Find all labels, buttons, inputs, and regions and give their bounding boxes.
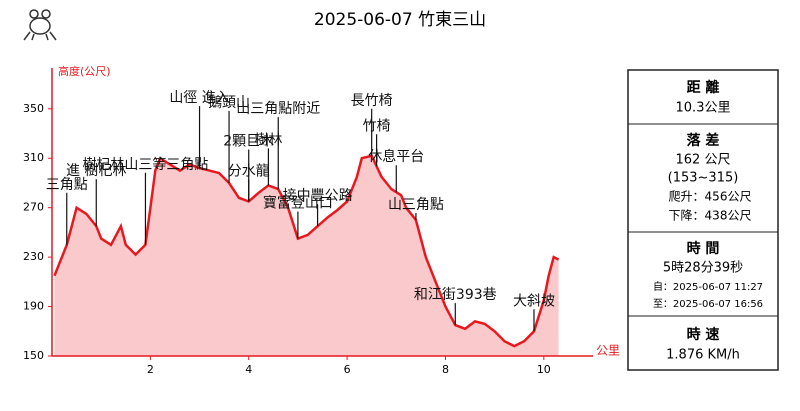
y-tick-label: 350 [23,102,44,115]
annotation: 接中豐公路 [283,187,353,204]
annotation: 山三角點 [388,197,444,213]
value: 自：2025-06-07 11:27 [653,280,763,293]
y-tick-label: 270 [23,201,44,214]
x-tick-label: 8 [442,363,449,376]
annotation: 進 樹杞林 [66,163,126,179]
y-axis-label: 高度(公尺) [58,64,111,78]
x-tick-label: 2 [147,363,154,376]
value: (153~315) [668,171,739,186]
elevation-area [54,155,559,356]
annotation: 竹椅 [363,118,391,134]
value: 1.876 KM/h [666,348,740,363]
y-tick-label: 150 [23,349,44,362]
y-tick-label: 190 [23,300,44,313]
annotation: 山三角點附近 [236,101,320,117]
annotation: 分水龍 [228,162,270,179]
label: 時 速 [687,326,720,343]
x-tick-label: 4 [245,363,252,376]
panel-border [627,69,779,371]
annotation: 鵝頭山 [208,95,250,111]
value: 5時28分39秒 [663,261,743,276]
annotation: 和江街393巷 [414,287,497,303]
annotation: 樹杞林山三等三角點 [82,156,208,173]
annotation: 三角點 [46,177,88,193]
annotation: 樹林 [254,132,282,148]
x-tick-label: 6 [344,363,351,376]
annotation: 長竹椅 [351,93,393,109]
x-tick-label: 10 [537,363,551,376]
x-axis-label: 公里 [596,344,620,358]
y-tick-label: 230 [23,250,44,263]
frog-icon [23,9,57,41]
value: 至：2025-06-07 16:56 [653,298,763,310]
value: 爬升：456公尺 [669,190,752,204]
annotation: 休息平台 [368,148,424,165]
annotation: 2顆巨木 [223,133,274,149]
value: 下降：438公尺 [669,209,752,223]
value: 10.3公里 [676,101,731,116]
label: 距 離 [687,79,720,96]
annotation: 大斜坡 [513,293,555,309]
annotation: 寶富登山口 [263,195,333,212]
label: 落 差 [687,132,720,149]
value: 162 公尺 [676,153,731,168]
stats-panel: 距 離 10.3公里 落 差 162 公尺 (153~315) 爬升：456公尺… [627,69,779,371]
label: 時 間 [687,240,720,257]
chart-title: 2025-06-07 竹東三山 [314,10,486,30]
elevation-line [53,154,560,348]
y-tick-label: 310 [23,151,44,164]
annotation: 山徑 進入 [169,90,229,106]
